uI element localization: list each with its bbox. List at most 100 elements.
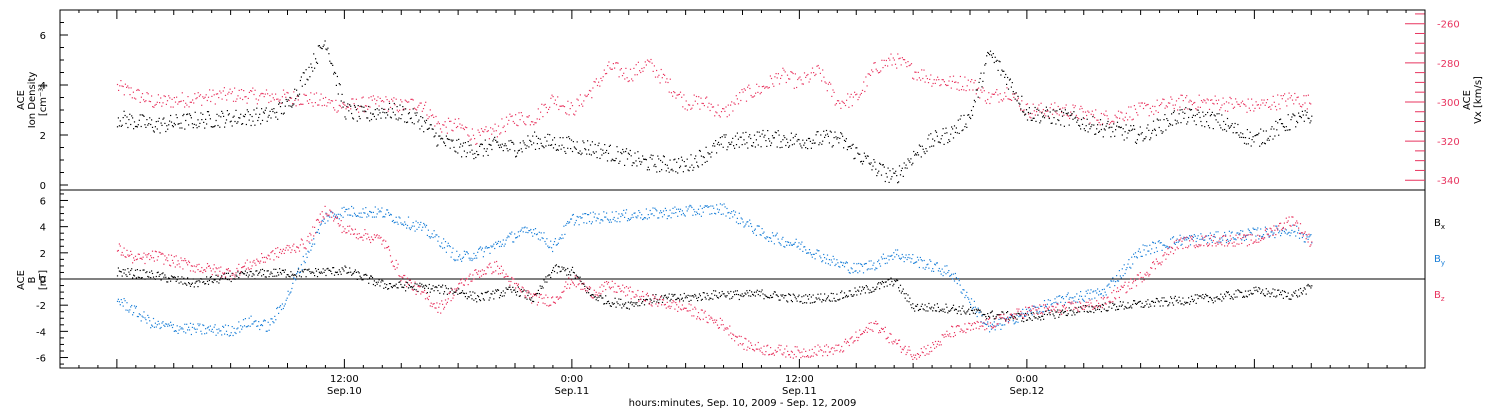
by-point xyxy=(927,264,928,265)
by-point xyxy=(694,211,695,212)
density-point xyxy=(1178,122,1179,123)
velocity-point xyxy=(516,125,517,126)
density-point xyxy=(500,144,501,145)
density-point xyxy=(1105,129,1106,130)
density-point xyxy=(490,145,491,146)
velocity-point xyxy=(925,82,926,83)
velocity-point xyxy=(216,94,217,95)
by-point xyxy=(1002,324,1003,325)
velocity-point xyxy=(458,118,459,119)
density-point xyxy=(156,121,157,122)
density-point xyxy=(1291,116,1292,117)
velocity-point xyxy=(1033,104,1034,105)
velocity-point xyxy=(574,114,575,115)
bx-point xyxy=(1121,306,1122,307)
bx-point xyxy=(242,272,243,273)
by-point xyxy=(402,224,403,225)
density-point xyxy=(1306,115,1307,116)
velocity-point xyxy=(1089,122,1090,123)
by-point xyxy=(289,293,290,294)
velocity-point xyxy=(923,70,924,71)
by-point xyxy=(280,305,281,306)
bx-point xyxy=(584,286,585,287)
velocity-point xyxy=(284,94,285,95)
bx-point xyxy=(883,282,884,283)
velocity-point xyxy=(445,121,446,122)
density-point xyxy=(1167,120,1168,121)
by-point xyxy=(362,208,363,209)
density-point xyxy=(1061,111,1062,112)
density-point xyxy=(179,123,180,124)
by-point xyxy=(640,217,641,218)
bx-point xyxy=(489,297,490,298)
density-point xyxy=(1159,127,1160,128)
by-point xyxy=(199,324,200,325)
by-point xyxy=(505,244,506,245)
density-point xyxy=(451,139,452,140)
velocity-point xyxy=(685,108,686,109)
density-point xyxy=(986,55,987,56)
bx-point xyxy=(1204,296,1205,297)
by-point xyxy=(423,223,424,224)
velocity-point xyxy=(538,108,539,109)
by-point xyxy=(777,233,778,234)
velocity-point xyxy=(629,80,630,81)
bx-point xyxy=(1114,304,1115,305)
velocity-point xyxy=(747,87,748,88)
bx-point xyxy=(1093,312,1094,313)
velocity-point xyxy=(1142,102,1143,103)
density-point xyxy=(541,143,542,144)
density-point xyxy=(1067,113,1068,114)
density-point xyxy=(873,159,874,160)
bx-point xyxy=(632,304,633,305)
field-tick-label: -4 xyxy=(36,327,46,338)
bx-point xyxy=(1268,291,1269,292)
bx-point xyxy=(320,273,321,274)
bx-point xyxy=(625,302,626,303)
bx-point xyxy=(580,277,581,278)
bx-point xyxy=(165,277,166,278)
density-point xyxy=(1110,136,1111,137)
density-point xyxy=(1075,117,1076,118)
density-point xyxy=(565,153,566,154)
velocity-point xyxy=(1285,101,1286,102)
velocity-point xyxy=(559,106,560,107)
velocity-point xyxy=(1095,109,1096,110)
velocity-point xyxy=(149,101,150,102)
bx-point xyxy=(494,293,495,294)
velocity-point xyxy=(450,121,451,122)
density-point xyxy=(343,107,344,108)
by-point xyxy=(124,298,125,299)
velocity-point xyxy=(570,108,571,109)
velocity-point xyxy=(769,87,770,88)
by-point xyxy=(559,239,560,240)
density-point xyxy=(1084,128,1085,129)
bx-point xyxy=(858,291,859,292)
density-point xyxy=(564,151,565,152)
by-point xyxy=(242,326,243,327)
velocity-point xyxy=(542,116,543,117)
density-point xyxy=(1017,96,1018,97)
density-point xyxy=(640,164,641,165)
velocity-point xyxy=(1249,108,1250,109)
density-point xyxy=(666,170,667,171)
density-point xyxy=(931,146,932,147)
velocity-point xyxy=(1191,101,1192,102)
bx-point xyxy=(1071,309,1072,310)
by-point xyxy=(1089,293,1090,294)
velocity-point xyxy=(406,101,407,102)
density-point xyxy=(1174,110,1175,111)
density-point xyxy=(1062,116,1063,117)
bx-point xyxy=(259,272,260,273)
density-point xyxy=(922,146,923,147)
density-point xyxy=(337,76,338,77)
bx-point xyxy=(665,295,666,296)
velocity-point xyxy=(612,69,613,70)
density-point xyxy=(261,108,262,109)
velocity-point xyxy=(935,83,936,84)
velocity-point xyxy=(1000,93,1001,94)
density-point xyxy=(426,120,427,121)
velocity-point xyxy=(797,79,798,80)
by-point xyxy=(903,256,904,257)
velocity-point xyxy=(1228,102,1229,103)
